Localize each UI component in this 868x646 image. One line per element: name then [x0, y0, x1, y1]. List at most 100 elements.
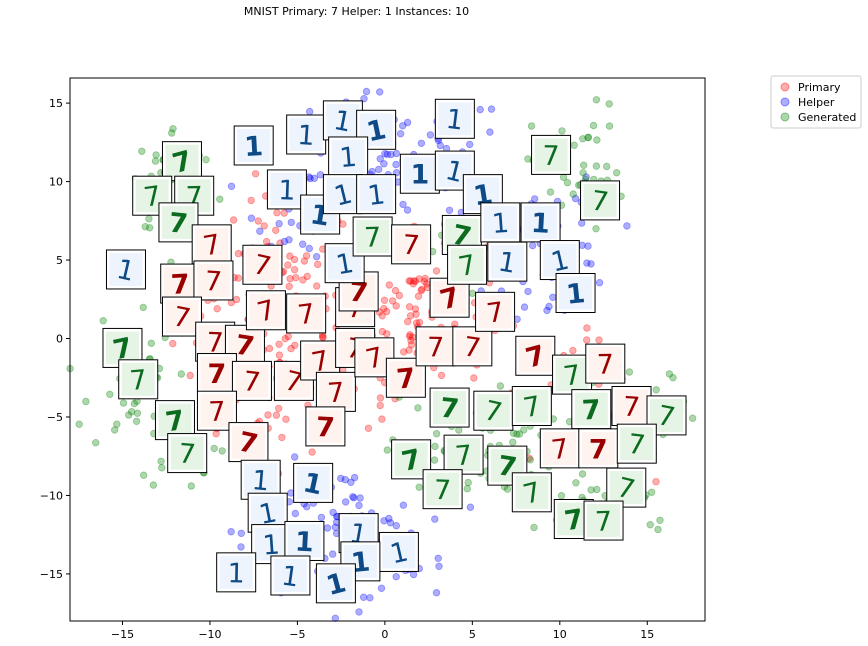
- thumbnail-digit: 7: [170, 269, 190, 301]
- thumbnail-primary-28: 7: [415, 326, 456, 367]
- thumbnail-background: [249, 293, 283, 327]
- thumbnail-generated-79: 7: [583, 500, 624, 541]
- thumbnail-background: [433, 281, 467, 315]
- thumbnail-background: [165, 144, 199, 178]
- data-point: [391, 286, 400, 295]
- thumbnail-digit: 7: [550, 433, 571, 466]
- data-point: [404, 317, 412, 326]
- data-point: [303, 503, 311, 511]
- data-point: [337, 474, 345, 483]
- thumbnail-background: [438, 102, 472, 136]
- data-point: [392, 522, 400, 530]
- data-point: [415, 318, 424, 327]
- data-point: [232, 295, 241, 304]
- thumbnail-background: [303, 343, 337, 377]
- thumbnail-background: [219, 555, 253, 589]
- data-point: [317, 513, 326, 522]
- thumbnail-generated-69: 7: [391, 439, 432, 480]
- thumbnail-background: [359, 177, 393, 211]
- thumbnail-background: [389, 361, 423, 395]
- data-point: [409, 280, 417, 288]
- data-point: [431, 442, 439, 451]
- thumbnail-digit: 1: [491, 208, 510, 240]
- data-point: [592, 96, 601, 104]
- thumbnail-digit: 7: [622, 391, 641, 423]
- data-point: [584, 242, 592, 250]
- data-point: [545, 302, 553, 311]
- thumbnail-digit: 7: [427, 332, 445, 363]
- data-point: [436, 141, 444, 150]
- data-point: [213, 305, 221, 313]
- thumbnail-background: [165, 300, 199, 334]
- data-point: [247, 196, 255, 205]
- thumbnail-digit: 7: [206, 327, 224, 359]
- thumbnail-digit: 1: [331, 105, 354, 139]
- thumbnail-digit: 1: [565, 278, 587, 311]
- data-point: [432, 430, 441, 438]
- x-tick-label: 0: [381, 628, 388, 641]
- data-point: [652, 386, 660, 394]
- data-point: [605, 100, 613, 108]
- thumbnail-background: [518, 339, 552, 373]
- thumbnail-helper-53: 1: [480, 202, 521, 243]
- data-point: [237, 529, 245, 537]
- data-point: [434, 554, 442, 562]
- data-point: [376, 401, 384, 410]
- thumbnail-digit: 7: [208, 396, 226, 428]
- thumbnail-helper-4: 1: [105, 249, 146, 290]
- thumbnail-helper-36: 1: [233, 125, 274, 166]
- thumbnail-digit: 7: [177, 438, 197, 470]
- data-point: [380, 296, 389, 304]
- data-point: [127, 408, 136, 416]
- data-point: [212, 430, 220, 438]
- data-point: [91, 439, 100, 447]
- thumbnail-digit: 7: [521, 391, 543, 425]
- thumbnail-primary-29: 7: [452, 326, 493, 367]
- thumbnail-background: [158, 403, 192, 437]
- thumbnail-background: [319, 375, 353, 409]
- thumbnail-background: [615, 389, 649, 423]
- legend-label: Primary: [798, 81, 841, 94]
- data-point: [106, 390, 114, 398]
- data-point: [399, 200, 407, 209]
- data-point: [132, 417, 141, 425]
- data-point: [549, 293, 557, 301]
- data-point: [406, 277, 415, 285]
- data-point: [286, 252, 294, 260]
- data-point: [124, 411, 133, 419]
- thumbnail-background: [419, 329, 453, 363]
- data-point: [399, 501, 408, 509]
- thumbnail-digit: 7: [594, 506, 612, 538]
- data-point: [415, 483, 423, 491]
- data-point: [520, 426, 528, 434]
- thumbnail-digit: 7: [481, 395, 505, 429]
- thumbnail-primary-7: 7: [193, 260, 234, 301]
- thumbnail-generated-73: 7: [511, 472, 552, 513]
- thumbnail-digit: 7: [581, 395, 601, 427]
- thumbnail-background: [620, 427, 654, 461]
- data-point: [410, 277, 418, 285]
- data-point: [528, 241, 537, 250]
- data-point: [265, 344, 274, 353]
- data-point: [139, 303, 147, 312]
- thumbnail-primary-31: 7: [475, 291, 516, 332]
- data-point: [314, 260, 322, 269]
- data-point: [380, 304, 388, 313]
- thumbnail-background: [543, 431, 577, 465]
- data-point: [583, 259, 591, 267]
- data-point: [392, 160, 400, 169]
- data-point: [331, 523, 339, 531]
- data-point: [151, 157, 160, 165]
- data-point: [287, 218, 295, 227]
- thumbnail-background: [231, 425, 265, 459]
- thumbnail-background: [382, 535, 416, 569]
- thumbnail-background: [450, 248, 484, 282]
- thumbnail-digit: 1: [262, 530, 281, 562]
- data-point: [383, 307, 391, 316]
- data-point: [218, 447, 226, 455]
- data-point: [406, 332, 414, 341]
- chart-title: MNIST Primary: 7 Helper: 1 Instances: 10: [243, 5, 470, 18]
- thumbnail-digit: 7: [454, 440, 474, 472]
- legend-item-generated: Generated: [780, 111, 856, 124]
- data-point: [593, 485, 601, 494]
